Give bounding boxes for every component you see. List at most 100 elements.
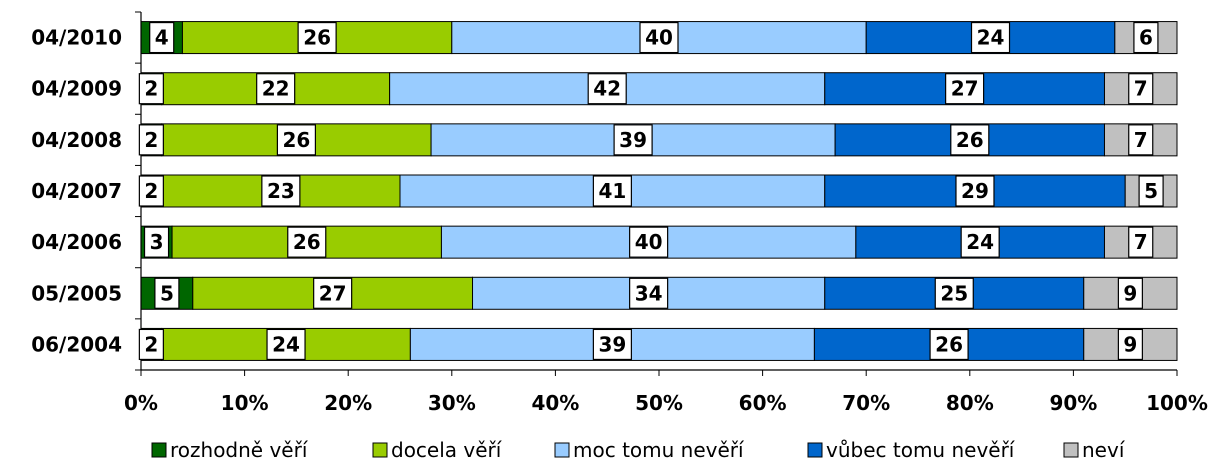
data-label: 24 [272, 332, 300, 356]
data-label-box [154, 277, 180, 309]
data-label-box [950, 124, 990, 156]
data-label-box [970, 21, 1011, 54]
x-tick-label: 60% [739, 391, 787, 415]
data-label: 3 [150, 230, 164, 254]
data-label-box [955, 175, 995, 207]
data-label: 9 [1123, 281, 1137, 305]
category-label: 04/2007 [31, 179, 122, 203]
axes-group: 04/2010 04/2009 04/2008 04/2007 04/2006 05/20… [31, 11, 1208, 415]
data-label-box [256, 73, 296, 105]
data-label-box [613, 124, 653, 156]
x-tick-label: 80% [946, 391, 994, 415]
x-tick-label: 90% [1049, 391, 1097, 415]
data-label-box [592, 175, 632, 207]
category-label: 04/2009 [31, 77, 122, 101]
legend: rozhodně věří docela věří moc tomu nevěří v… [151, 438, 1126, 462]
data-label-box [1117, 328, 1143, 361]
data-label: 5 [160, 281, 174, 305]
data-label: 27 [951, 77, 979, 101]
data-label-box [1117, 277, 1143, 309]
data-label-box [266, 328, 306, 361]
data-label-box [138, 175, 164, 207]
data-label-box [143, 226, 170, 258]
data-label: 23 [267, 179, 295, 203]
legend-swatch [372, 442, 388, 458]
x-tick-label: 0% [124, 391, 158, 415]
data-label: 2 [144, 332, 158, 356]
data-label: 25 [940, 281, 968, 305]
legend-swatch [807, 442, 823, 458]
legend-swatch [151, 442, 167, 458]
data-label: 40 [645, 26, 673, 50]
data-label: 40 [635, 230, 663, 254]
legend-label: rozhodně věří [170, 438, 309, 462]
legend-label: moc tomu nevěří [573, 438, 745, 462]
category-label: 04/2008 [31, 128, 122, 152]
data-labels-group: 4 26 40 24 62 22 42 27 72 26 39 26 72 23 41 29 53 26 40 24 7… [138, 21, 1164, 361]
x-tick-label: 40% [531, 391, 579, 415]
category-label: 05/2005 [31, 281, 122, 305]
data-label-box [149, 21, 175, 54]
data-label: 24 [966, 230, 994, 254]
legend-label: vůbec tomu nevěří [826, 438, 1016, 462]
category-label: 06/2004 [31, 332, 122, 356]
data-label-box [138, 124, 164, 156]
data-label: 24 [977, 26, 1005, 50]
x-tick-label: 100% [1146, 391, 1208, 415]
data-label: 39 [598, 332, 626, 356]
data-label-box [287, 226, 327, 258]
data-label-box [960, 226, 1000, 258]
data-label: 26 [935, 332, 963, 356]
legend-label: docela věří [391, 438, 503, 462]
data-label: 4 [155, 26, 169, 50]
data-label: 2 [144, 179, 158, 203]
data-label-box [639, 21, 679, 54]
data-label: 29 [961, 179, 989, 203]
data-label-box [138, 73, 164, 105]
data-label: 22 [262, 77, 290, 101]
data-label: 26 [303, 26, 331, 50]
data-label: 34 [635, 281, 663, 305]
data-label: 7 [1134, 230, 1148, 254]
data-label-box [945, 73, 985, 105]
category-label: 04/2010 [31, 26, 122, 50]
data-label: 26 [282, 128, 310, 152]
data-label: 26 [293, 230, 321, 254]
data-label-box [313, 277, 353, 309]
data-label: 2 [144, 77, 158, 101]
x-tick-label: 50% [635, 391, 683, 415]
data-label-box [1128, 226, 1154, 258]
data-label-box [261, 175, 301, 207]
data-label: 39 [619, 128, 647, 152]
data-label: 2 [144, 128, 158, 152]
data-label: 26 [956, 128, 984, 152]
data-label-box [629, 277, 669, 309]
data-label-box [138, 328, 164, 361]
data-label: 7 [1134, 77, 1148, 101]
category-label: 04/2006 [31, 230, 122, 254]
x-tick-label: 70% [842, 391, 890, 415]
x-tick-label: 20% [324, 391, 372, 415]
data-label-box [1138, 175, 1164, 207]
legend-label: neví [1082, 438, 1126, 462]
data-label-box [592, 328, 632, 361]
data-label-box [1128, 73, 1154, 105]
data-label: 6 [1139, 26, 1153, 50]
data-label-box [1133, 21, 1159, 54]
legend-swatch [554, 442, 570, 458]
data-label-box [629, 226, 669, 258]
data-label-box [587, 73, 627, 105]
x-tick-label: 10% [221, 391, 269, 415]
data-label: 27 [319, 281, 347, 305]
data-label: 5 [1144, 179, 1158, 203]
data-label: 41 [598, 179, 626, 203]
data-label-box [929, 328, 969, 361]
data-label: 42 [593, 77, 621, 101]
data-label-box [276, 124, 316, 156]
data-label-box [297, 21, 337, 54]
data-label: 9 [1123, 332, 1137, 356]
data-label-box [934, 277, 974, 309]
legend-swatch [1063, 442, 1079, 458]
x-tick-label: 30% [428, 391, 476, 415]
